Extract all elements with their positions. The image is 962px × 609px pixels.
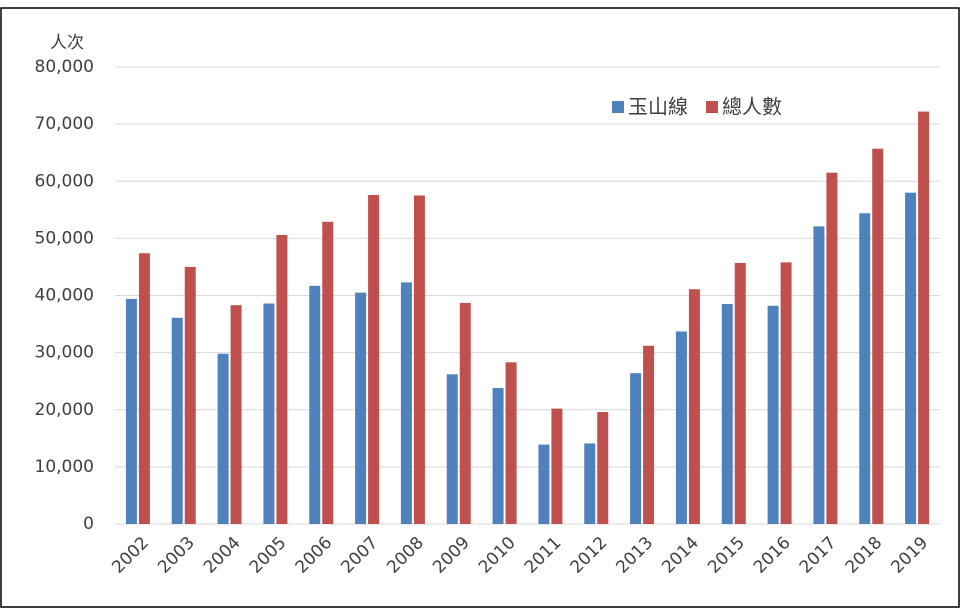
- bar: [813, 226, 825, 524]
- bar: [721, 304, 733, 524]
- bar: [551, 408, 563, 524]
- bar: [400, 282, 412, 524]
- bar: [675, 331, 687, 524]
- bar: [230, 305, 242, 524]
- bar: [217, 353, 229, 524]
- bar: [368, 194, 380, 524]
- y-tick-label: 10,000: [35, 457, 94, 477]
- bar: [918, 111, 930, 525]
- chart-frame: [0, 7, 960, 608]
- bar: [734, 262, 746, 524]
- y-tick-label: 0: [83, 514, 94, 534]
- bar: [767, 305, 779, 524]
- y-tick-label: 50,000: [35, 228, 94, 248]
- legend-label: 玉山線: [628, 95, 688, 119]
- bar: [492, 388, 504, 524]
- legend-swatch: [612, 101, 624, 113]
- legend-swatch: [706, 101, 718, 113]
- y-tick-label: 80,000: [35, 57, 94, 77]
- bar: [184, 266, 196, 524]
- y-tick-label: 30,000: [35, 343, 94, 363]
- bar: [276, 234, 288, 524]
- y-tick-label: 20,000: [35, 400, 94, 420]
- y-tick-label: 60,000: [35, 171, 94, 191]
- y-axis-label: 人次: [50, 33, 84, 53]
- bar: [138, 253, 150, 525]
- y-tick-label: 40,000: [35, 286, 94, 306]
- bar: [125, 298, 137, 524]
- bar: [688, 289, 700, 524]
- bar: [171, 317, 183, 524]
- bar: [643, 345, 655, 524]
- bar: [780, 262, 792, 524]
- bar: [263, 303, 275, 524]
- bar: [584, 443, 596, 524]
- bar: [630, 373, 642, 524]
- bar: [446, 374, 458, 524]
- bar: [505, 362, 517, 524]
- bar: [355, 292, 367, 524]
- bar: [322, 221, 334, 524]
- bar: [597, 412, 609, 524]
- bar: [309, 285, 321, 524]
- bar: [459, 302, 471, 524]
- legend-label: 總人數: [722, 95, 782, 119]
- y-tick-label: 70,000: [35, 114, 94, 134]
- bar: [826, 172, 838, 524]
- bar: [872, 148, 884, 524]
- bar: [859, 213, 871, 525]
- bar: [413, 195, 425, 524]
- bar: [905, 192, 917, 525]
- bar: [538, 444, 550, 524]
